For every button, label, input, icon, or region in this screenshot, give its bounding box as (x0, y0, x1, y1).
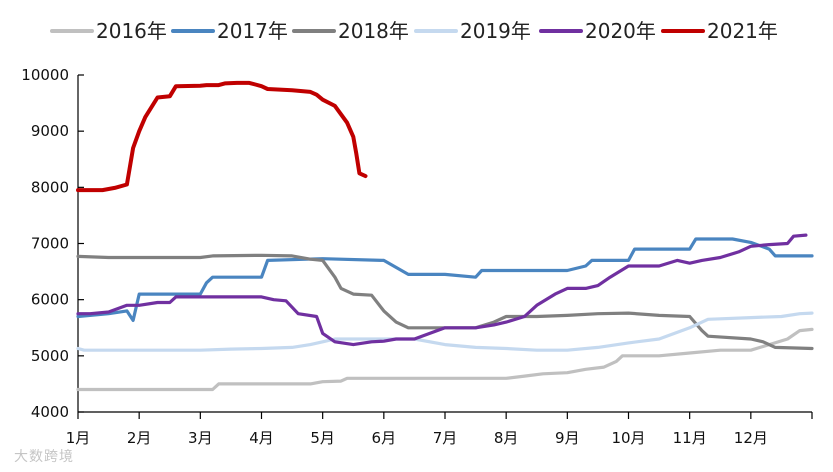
x-tick-label: 9月 (555, 429, 580, 447)
x-tick-label: 8月 (494, 429, 519, 447)
y-tick-label: 4000 (31, 403, 69, 421)
x-tick-label: 6月 (372, 429, 397, 447)
series-line-2016 (76, 327, 814, 392)
legend-label: 2017年 (217, 19, 288, 43)
legend-label: 2021年 (707, 19, 778, 43)
x-axis: 1月 2月 3月 4月 5月 6月 7月 8月 9月 10月 11月 12月 (66, 411, 813, 447)
x-tick-label: 11月 (673, 429, 707, 447)
x-tick-label: 5月 (310, 429, 335, 447)
series-line-2018 (76, 253, 814, 351)
series-line-2017 (76, 237, 814, 322)
y-axis: 4000 5000 6000 7000 8000 9000 10000 (21, 66, 84, 421)
legend-label: 2020年 (585, 19, 656, 43)
legend-item-2021: 2021年 (661, 19, 778, 43)
x-tick-label: 7月 (433, 429, 458, 447)
x-tick-label: 10月 (611, 429, 645, 447)
series-line-2019 (76, 311, 814, 352)
y-tick-label: 8000 (31, 178, 69, 196)
legend-label: 2019年 (460, 19, 531, 43)
legend-label: 2016年 (96, 19, 167, 43)
legend: 2016年 2017年 2018年 2019年 2020年 2021年 (50, 19, 778, 43)
y-tick-label: 6000 (31, 291, 69, 309)
x-tick-label: 3月 (188, 429, 213, 447)
legend-item-2018: 2018年 (292, 19, 409, 43)
x-tick-label: 2月 (127, 429, 152, 447)
y-tick-label: 7000 (31, 235, 69, 253)
legend-item-2020: 2020年 (539, 19, 656, 43)
y-tick-label: 10000 (21, 66, 69, 84)
x-tick-label: 12月 (734, 429, 768, 447)
y-tick-label: 5000 (31, 347, 69, 365)
series-line-2021 (76, 80, 368, 193)
legend-item-2019: 2019年 (414, 19, 531, 43)
watermark: 大数跨境 (14, 449, 74, 465)
legend-label: 2018年 (338, 19, 409, 43)
y-tick-label: 9000 (31, 122, 69, 140)
legend-item-2016: 2016年 (50, 19, 167, 43)
plot-area (76, 80, 814, 392)
series-line-2020 (76, 233, 808, 347)
x-tick-label: 1月 (66, 429, 91, 447)
x-tick-label: 4月 (249, 429, 274, 447)
legend-item-2017: 2017年 (171, 19, 288, 43)
